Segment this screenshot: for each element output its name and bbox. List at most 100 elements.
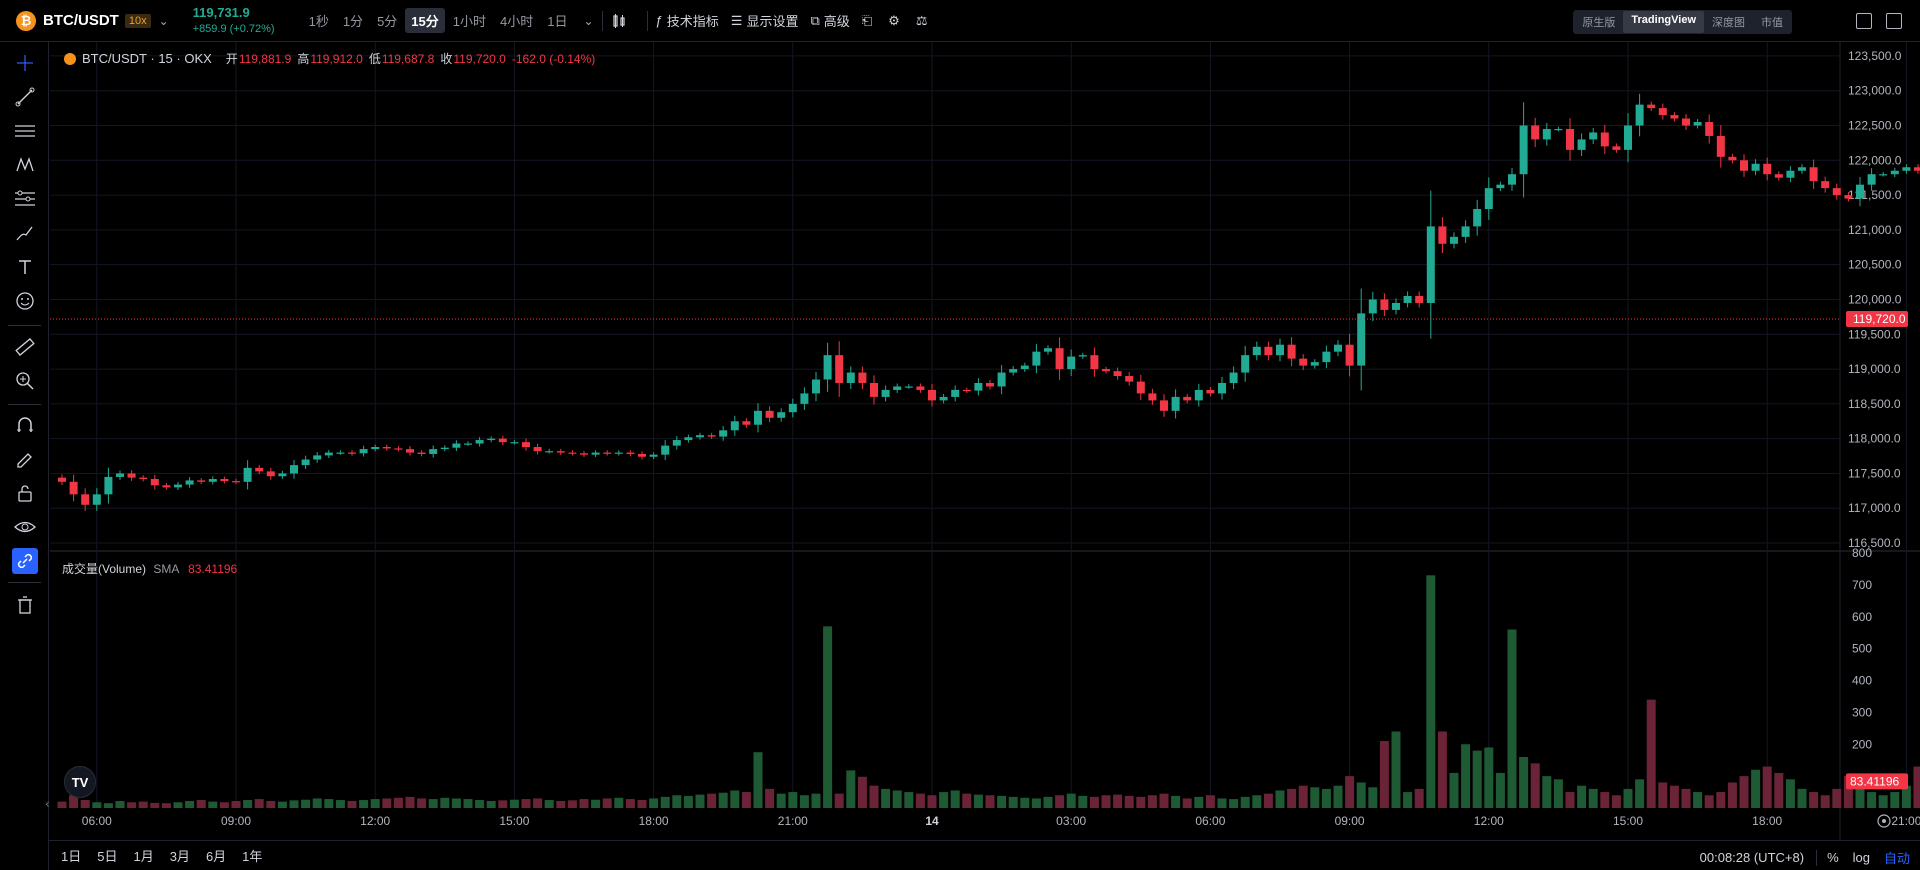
range-1m[interactable]: 1月	[133, 849, 154, 864]
magnet-icon[interactable]	[12, 412, 38, 438]
sma-value: 83.41196	[188, 562, 238, 576]
volume-bar	[544, 800, 554, 808]
interval-5m[interactable]: 5分	[377, 14, 398, 29]
candle-body	[649, 454, 658, 457]
brush-icon[interactable]	[12, 220, 38, 246]
volume-bar	[1623, 788, 1633, 808]
volume-bar	[1194, 796, 1204, 808]
volume-bar	[451, 798, 461, 808]
tradingview-logo-icon[interactable]: TV	[64, 766, 96, 798]
candle-body	[174, 484, 182, 488]
emoji-icon[interactable]	[12, 288, 38, 314]
volume-bar	[1878, 795, 1888, 808]
volume-bar	[1136, 796, 1146, 808]
unlock-icon[interactable]	[12, 480, 38, 506]
ruler-icon[interactable]	[12, 334, 38, 360]
crosshair-icon[interactable]	[12, 50, 38, 76]
link-icon[interactable]	[12, 548, 38, 574]
settings-button[interactable]: ⚙	[888, 13, 904, 29]
candle-body	[278, 473, 287, 477]
interval-1d[interactable]: 1日	[547, 14, 568, 29]
compare-button[interactable]: ⚖	[916, 13, 932, 29]
candle-body	[1067, 356, 1076, 370]
volume-bar	[347, 800, 357, 808]
display-settings-button[interactable]: ☰ 显示设置	[731, 11, 799, 30]
candle-body	[336, 452, 345, 454]
candle-type-button[interactable]	[611, 13, 627, 29]
advanced-button[interactable]: ⧉ 高级	[810, 11, 849, 30]
trash-icon[interactable]	[12, 592, 38, 618]
chevron-down-icon[interactable]: ⌄	[158, 13, 169, 28]
projection-icon[interactable]	[12, 186, 38, 212]
volume-bar	[533, 798, 543, 808]
volume-bar	[1240, 796, 1250, 808]
volume-bar	[591, 799, 601, 808]
range-6m[interactable]: 6月	[205, 849, 227, 864]
volume-bar	[614, 797, 624, 808]
pattern-icon[interactable]	[12, 152, 38, 178]
interval-more-icon[interactable]: ⌄	[583, 13, 594, 28]
volume-bar	[776, 793, 786, 808]
candle-body	[1032, 351, 1041, 366]
view-tab-depth[interactable]: 深度图	[1712, 17, 1745, 29]
volume-bar	[277, 801, 287, 808]
indicators-icon: ƒ	[655, 13, 663, 28]
candle-body	[104, 476, 113, 495]
candle-body	[1519, 125, 1528, 175]
volume-bar	[1809, 792, 1819, 808]
log-scale-toggle[interactable]: log	[1852, 850, 1870, 865]
interval-1s[interactable]: 1秒	[308, 14, 329, 29]
volume-bar	[625, 799, 635, 808]
lock-draw-icon[interactable]	[12, 446, 38, 472]
candle-body	[1310, 362, 1319, 366]
candle-body	[962, 389, 971, 392]
volume-bar	[1124, 795, 1134, 808]
time-tick-label: 15:00	[499, 814, 529, 828]
symbol-name[interactable]: BTC/USDT	[43, 12, 119, 29]
candle-body	[800, 393, 809, 404]
interval-15m[interactable]: 15分	[405, 8, 445, 33]
indicators-button[interactable]: ƒ 技术指标	[656, 11, 719, 30]
candle-body	[464, 443, 472, 445]
time-tick-label: 18:00	[1752, 814, 1782, 828]
trend-line-icon[interactable]	[12, 84, 38, 110]
volume-bar	[1287, 788, 1297, 808]
candle-body	[1426, 226, 1435, 303]
bottom-right-controls: 00:08:28 (UTC+8) % log 自动	[1700, 848, 1910, 867]
volume-bar	[1368, 787, 1378, 808]
zoom-in-icon[interactable]	[12, 368, 38, 394]
interval-4h[interactable]: 4小时	[500, 14, 534, 29]
volume-bar	[324, 799, 334, 808]
popout-icon[interactable]	[1886, 13, 1902, 29]
volume-bar	[231, 800, 241, 808]
range-3m[interactable]: 3月	[169, 849, 190, 864]
horizontal-lines-icon[interactable]	[12, 118, 38, 144]
candle-body	[1821, 181, 1830, 189]
range-5d[interactable]: 5日	[97, 849, 118, 864]
range-1y[interactable]: 1年	[242, 849, 263, 864]
volume-bar	[185, 800, 195, 808]
snapshot-button[interactable]: ⎗	[862, 13, 876, 29]
candle-body	[139, 477, 148, 480]
volume-bar	[1611, 795, 1621, 808]
interval-1h[interactable]: 1小时	[452, 14, 486, 29]
candle-body	[498, 438, 507, 443]
close-value: 119,720.0	[453, 51, 506, 66]
view-tab-tradingview[interactable]: TradingView	[1623, 11, 1704, 33]
candle-body	[916, 386, 925, 390]
auto-scale-toggle[interactable]: 自动	[1883, 851, 1910, 866]
candle-body	[1125, 376, 1134, 382]
eye-icon[interactable]	[12, 514, 38, 540]
range-1d[interactable]: 1日	[61, 849, 82, 864]
text-icon[interactable]	[12, 254, 38, 280]
sidebar-divider	[8, 325, 41, 326]
view-tab-market-cap[interactable]: 市值	[1761, 17, 1783, 29]
interval-1m[interactable]: 1分	[342, 14, 364, 29]
volume-bar	[1345, 776, 1355, 808]
percent-scale-toggle[interactable]: %	[1827, 850, 1839, 865]
volume-bar	[1565, 792, 1575, 808]
price-chart[interactable]: 116,500.0 117,000.0 117,500.0 118,000.0 118,…	[0, 0, 1920, 840]
view-tab-native[interactable]: 原生版	[1582, 17, 1616, 29]
volume-bar	[393, 797, 403, 808]
maximize-icon[interactable]	[1856, 13, 1872, 29]
